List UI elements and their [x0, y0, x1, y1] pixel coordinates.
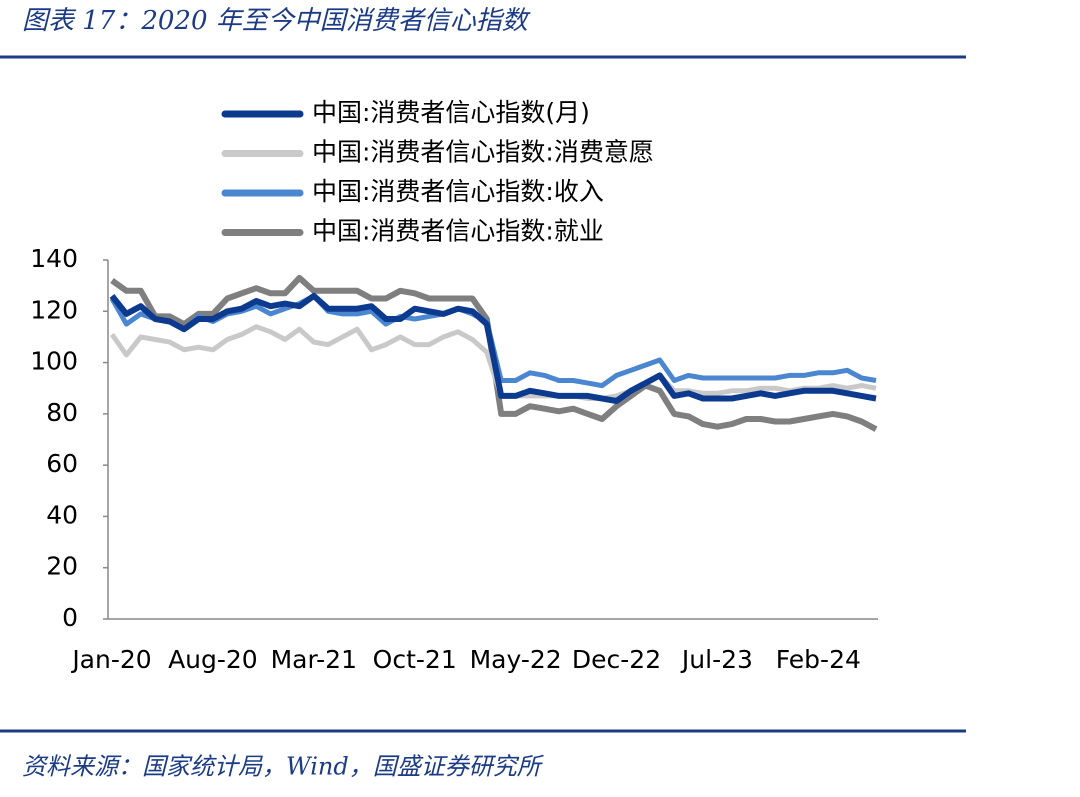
x-tick-label: Oct-21 [373, 645, 457, 674]
legend-label: 中国:消费者信心指数:就业 [312, 217, 604, 246]
x-tick-label: Dec-22 [572, 645, 661, 674]
y-tick-label: 60 [46, 449, 78, 478]
chart-title: 图表 17：2020 年至今中国消费者信心指数 [22, 6, 531, 36]
x-tick-label: Mar-21 [271, 645, 357, 674]
x-tick-label: May-22 [470, 645, 562, 674]
y-tick-label: 40 [46, 500, 78, 529]
y-tick-label: 120 [30, 295, 78, 324]
x-tick-label: Jan-20 [70, 645, 151, 674]
y-tick-label: 80 [46, 398, 78, 427]
x-tick-label: Feb-24 [776, 645, 861, 674]
legend-label: 中国:消费者信心指数:收入 [312, 177, 604, 206]
series-line [109, 292, 877, 404]
y-tick-label: 0 [62, 603, 78, 632]
legend-label: 中国:消费者信心指数:消费意愿 [312, 138, 654, 167]
y-tick-label: 100 [30, 347, 78, 376]
y-tick-label: 140 [30, 244, 78, 273]
legend-label: 中国:消费者信心指数(月) [312, 98, 590, 127]
source: 资料来源：国家统计局，Wind，国盛证券研究所 [22, 753, 545, 781]
x-tick-label: Jul-23 [680, 645, 753, 674]
y-tick-label: 20 [46, 552, 78, 581]
x-tick-label: Aug-20 [168, 645, 258, 674]
